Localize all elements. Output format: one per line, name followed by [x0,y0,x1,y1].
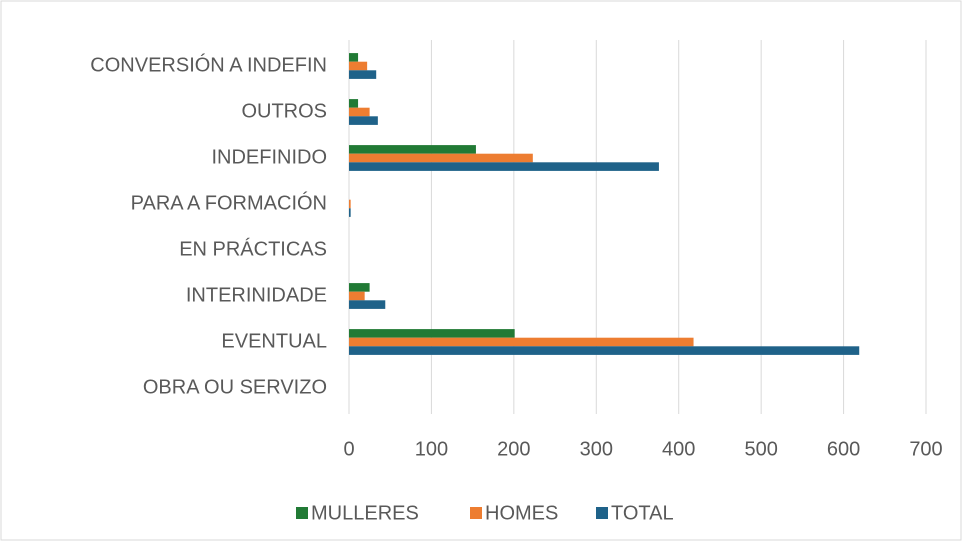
x-tick-label: 600 [827,438,860,460]
bar [349,283,370,292]
bar [349,346,860,355]
y-tick-label: INDEFINIDO [211,146,327,168]
bar [349,337,694,347]
y-tick-label: PARA A FORMACIÓN [131,191,327,214]
bar [349,199,351,209]
legend-label: TOTAL [611,502,674,524]
bar [349,153,533,163]
bar [349,107,370,117]
bar [349,329,515,338]
y-tick-label: OBRA OU SERVIZO [143,376,327,398]
x-tick-label: 100 [415,438,448,460]
legend-label: MULLERES [311,502,419,524]
x-tick-label: 500 [744,438,777,460]
bar [349,116,378,125]
x-tick-label: 300 [580,438,613,460]
x-tick-label: 700 [909,438,942,460]
legend-swatch [296,507,308,519]
y-tick-label: EVENTUAL [221,330,327,352]
bar [349,208,351,217]
legend-swatch [596,507,608,519]
bar [349,70,377,79]
y-tick-label: INTERINIDADE [186,284,327,306]
legend-label: HOMES [485,502,558,524]
bar [349,61,368,71]
bar [349,99,359,108]
bar [349,291,365,301]
bar [349,145,476,154]
legend-swatch [470,507,482,519]
y-tick-label: OUTROS [241,100,327,122]
x-tick-label: 0 [343,438,354,460]
bar [349,53,359,62]
bar [349,162,659,171]
y-tick-label: EN PRÁCTICAS [179,237,327,260]
x-tick-label: 400 [662,438,695,460]
y-tick-label: CONVERSIÓN A INDEFIN [90,53,327,76]
x-tick-label: 200 [497,438,530,460]
bar [349,300,386,309]
